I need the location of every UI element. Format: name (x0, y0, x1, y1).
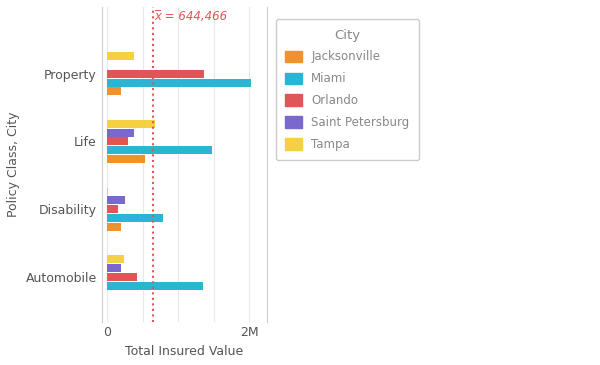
Bar (107, 146, 212, 154)
Bar (107, 129, 134, 137)
Bar (107, 223, 121, 231)
Bar (107, 205, 118, 213)
Bar (107, 255, 124, 263)
Bar (107, 196, 125, 204)
Bar (107, 282, 203, 289)
Bar (107, 188, 109, 196)
X-axis label: Total Insured Value: Total Insured Value (125, 345, 244, 358)
Bar (107, 87, 121, 95)
Y-axis label: Policy Class, City: Policy Class, City (7, 112, 20, 217)
Legend: Jacksonville, Miami, Orlando, Saint Petersburg, Tampa: Jacksonville, Miami, Orlando, Saint Pete… (276, 19, 419, 160)
Bar (107, 78, 251, 87)
Bar (107, 52, 134, 60)
Bar (107, 264, 121, 272)
Bar (107, 273, 137, 281)
Bar (107, 214, 163, 222)
Bar (107, 155, 145, 163)
Bar (107, 70, 205, 78)
Text: x̅ = 644,466: x̅ = 644,466 (154, 10, 227, 23)
Bar (107, 120, 155, 128)
Bar (107, 138, 128, 145)
